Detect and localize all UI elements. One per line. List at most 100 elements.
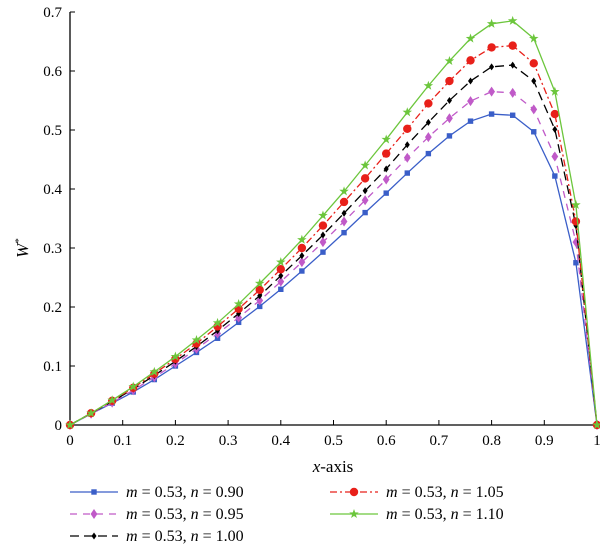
- data-point: [339, 197, 349, 207]
- x-tick-label: 0.8: [482, 433, 501, 449]
- data-point: [298, 257, 306, 268]
- data-point: [299, 268, 305, 274]
- data-point: [277, 276, 285, 287]
- legend-label: m = 0.53, n = 0.90: [126, 484, 244, 501]
- data-point: [403, 152, 411, 163]
- series-5: [65, 15, 600, 430]
- x-tick-label: 0.6: [377, 433, 396, 449]
- y-axis-title-superscript: *: [13, 238, 25, 244]
- data-point: [423, 80, 434, 90]
- data-point: [424, 132, 432, 143]
- data-point: [573, 260, 579, 266]
- legend-label: m = 0.53, n = 1.00: [126, 528, 244, 545]
- data-point: [255, 285, 264, 295]
- y-axis-title: W*: [13, 238, 32, 258]
- data-point: [510, 61, 516, 69]
- data-point: [424, 99, 433, 108]
- y-tick-label: 0.4: [43, 182, 62, 198]
- x-axis-title-variable: x: [312, 457, 321, 476]
- data-point: [65, 420, 75, 430]
- series-2: [66, 86, 600, 430]
- data-point: [487, 43, 496, 52]
- legend-item-3: m = 0.53, n = 1.00: [70, 528, 244, 545]
- series-layer: [65, 15, 600, 430]
- data-point: [467, 118, 474, 124]
- series-line: [69, 113, 598, 426]
- data-point: [233, 299, 244, 309]
- data-point: [170, 351, 181, 361]
- data-point: [318, 210, 328, 220]
- legend-marker: [349, 487, 359, 497]
- legend-item-4: m = 0.53, n = 1.05: [330, 484, 504, 501]
- data-point: [361, 195, 369, 206]
- y-tick-label: 0.6: [43, 64, 62, 80]
- x-tick-label: 0.4: [271, 433, 290, 449]
- data-point: [467, 96, 474, 107]
- legend-marker: [91, 532, 97, 540]
- data-point: [299, 252, 305, 260]
- data-point: [382, 174, 390, 185]
- data-point: [445, 76, 454, 86]
- data-point: [508, 41, 517, 50]
- data-point: [320, 231, 326, 239]
- x-tick-label: 0.7: [430, 433, 449, 449]
- data-point: [360, 174, 370, 183]
- data-point: [529, 33, 539, 43]
- data-point: [552, 173, 558, 179]
- x-axis-title: x-axis: [312, 457, 354, 476]
- data-point: [551, 151, 559, 162]
- data-point: [425, 118, 431, 126]
- legend-label: m = 0.53, n = 0.95: [126, 506, 244, 523]
- data-point: [488, 86, 495, 97]
- data-point: [212, 317, 223, 327]
- series-line: [69, 44, 598, 426]
- legend-item-1: m = 0.53, n = 0.90: [70, 484, 244, 501]
- legend-marker: [91, 489, 97, 495]
- data-point: [425, 150, 432, 157]
- legend-marker: [349, 509, 359, 519]
- data-point: [278, 272, 284, 280]
- x-tick-label: 0.5: [324, 433, 343, 449]
- y-tick-label: 0.5: [43, 123, 62, 139]
- y-tick-label: 0.3: [43, 241, 62, 257]
- data-point: [318, 221, 328, 230]
- data-point: [529, 59, 538, 68]
- data-point: [466, 56, 475, 65]
- data-point: [257, 292, 263, 300]
- x-tick-label: 1: [593, 433, 600, 449]
- data-point: [362, 209, 368, 216]
- data-point: [446, 97, 452, 104]
- data-point: [297, 234, 307, 244]
- data-point: [571, 217, 581, 226]
- data-point: [340, 216, 348, 227]
- y-tick-label: 0.7: [43, 5, 62, 21]
- data-point: [465, 33, 476, 43]
- data-point: [402, 107, 413, 117]
- data-point: [509, 112, 516, 118]
- data-point: [107, 395, 117, 405]
- series-line: [69, 90, 598, 426]
- x-tick-label: 0.9: [535, 433, 554, 449]
- data-point: [149, 366, 160, 376]
- data-point: [362, 187, 368, 195]
- data-point: [341, 229, 347, 236]
- data-point: [488, 111, 495, 117]
- y-tick-label: 0.2: [43, 300, 62, 316]
- x-tick-label: 0.2: [166, 433, 185, 449]
- data-point: [276, 257, 286, 267]
- data-point: [319, 237, 327, 248]
- data-point: [257, 303, 263, 310]
- data-point: [128, 381, 138, 391]
- x-tick-label: 0.1: [113, 433, 132, 449]
- data-point: [320, 249, 326, 255]
- data-point: [468, 77, 474, 85]
- data-point: [531, 129, 537, 135]
- legend-item-2: m = 0.53, n = 0.95: [70, 506, 244, 523]
- svg-text:x-axis: x-axis: [312, 457, 354, 476]
- data-point: [383, 190, 389, 196]
- data-point: [507, 15, 518, 25]
- data-point: [339, 186, 349, 196]
- data-point: [276, 265, 285, 274]
- axes: 0 0.1 0.2 0.3 0.4 0.5 0.6 0.7 0 0.1 0.2 0.3 0.4 0.5 0.…: [43, 5, 600, 449]
- data-point: [592, 420, 600, 430]
